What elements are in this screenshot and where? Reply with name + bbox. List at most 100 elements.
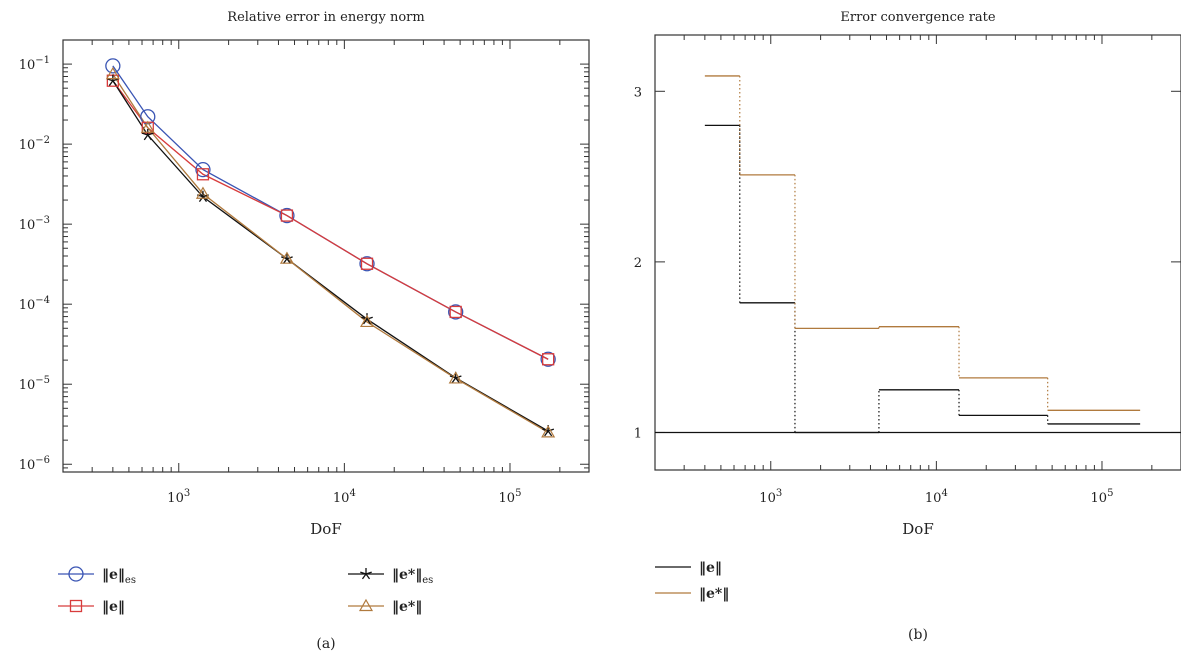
chart-a-x-tick-label: 105 <box>499 488 522 506</box>
chart-a-data-point-square <box>449 305 462 319</box>
chart-b-x-axis-label: DoF <box>902 520 933 538</box>
chart-b-title: Error convergence rate <box>840 10 996 25</box>
chart-a-data-point-circle <box>540 351 556 367</box>
chart-b-plot-area <box>654 34 1181 471</box>
chart-a-series-line-circle <box>112 65 549 360</box>
chart-b-x-tick-label-base: 10 <box>925 491 942 506</box>
chart-a-y-tick-label-base: 10 <box>19 298 36 313</box>
chart-a-y-tick-label-exp: −6 <box>35 455 50 466</box>
chart-a-data-point-triangle <box>541 425 556 438</box>
chart-a-data-point-star <box>542 425 555 437</box>
chart-a-y-tick-label-exp: −2 <box>35 135 50 146</box>
chart-b-caption: (b) <box>908 627 928 643</box>
chart-a-data-point-circle <box>279 207 295 224</box>
chart-a-data-point-star <box>197 190 209 202</box>
chart-a-data-point-triangle <box>279 251 294 264</box>
chart-a-x-tick-label-exp: 3 <box>184 488 190 499</box>
chart-a-data-point-triangle <box>195 186 210 199</box>
chart-a-data-point-square <box>280 209 294 222</box>
chart-b-x-tick-label-exp: 3 <box>776 488 782 499</box>
chart-a-y-tick-label-base: 10 <box>19 458 36 473</box>
chart-a-legend-item-triangle: ‖e*‖ <box>348 598 422 615</box>
chart-a-legend-label: ‖e‖ <box>102 599 125 615</box>
legend-label-main: ‖e*‖ <box>392 599 422 615</box>
legend-label-main: ‖e‖ <box>102 599 125 615</box>
chart-a-x-tick-label: 104 <box>333 488 356 506</box>
chart-a-data-point-triangle <box>448 371 463 384</box>
chart-a-x-axis-label: DoF <box>310 520 341 538</box>
chart-a-legend-swatch-marker <box>68 566 84 582</box>
chart-a-y-tick-label: 10−4 <box>19 295 50 313</box>
chart-a-plot-area <box>62 39 590 473</box>
chart-a-y-tick-label-base: 10 <box>19 58 36 73</box>
panel-a-relative-error: Relative error in energy norm 103 104 1051… <box>19 10 590 652</box>
legend-label-main: ‖e‖ <box>102 567 125 583</box>
chart-a-y-tick-label-exp: −5 <box>35 375 50 386</box>
chart-b-legend-label: ‖e‖ <box>699 560 722 576</box>
legend-label-main: ‖e*‖ <box>392 567 422 583</box>
chart-a-data-point-star <box>106 74 119 86</box>
chart-a-caption: (a) <box>316 636 335 652</box>
chart-b-x-tick-label: 103 <box>759 488 782 506</box>
chart-b-y-tick-label: 3 <box>634 85 642 100</box>
legend-label-sub: es <box>422 575 433 586</box>
chart-b-legend: ‖e‖ ‖e*‖ <box>655 560 729 602</box>
chart-b-legend-item-1: ‖e*‖ <box>655 586 729 602</box>
chart-b-y-tick-label: 1 <box>634 426 642 441</box>
chart-a-x-tick-label: 103 <box>167 488 190 506</box>
chart-a-data-point-square <box>541 353 555 366</box>
chart-a-data-point-triangle <box>105 66 120 80</box>
chart-a-x-tick-label-exp: 5 <box>515 488 521 499</box>
chart-a-y-tick-label-base: 10 <box>19 218 36 233</box>
chart-b-x-tick-label-base: 10 <box>759 491 776 506</box>
chart-b-legend-item-0: ‖e‖ <box>655 560 722 576</box>
chart-a-y-tick-label: 10−3 <box>19 215 50 233</box>
chart-a-data-point-square <box>196 168 210 181</box>
chart-a-title: Relative error in energy norm <box>227 10 424 25</box>
chart-a-data-point-circle <box>195 161 211 178</box>
chart-a-x-tick-label-exp: 4 <box>349 488 355 499</box>
chart-b-series-1 <box>704 75 1141 411</box>
chart-a-legend-swatch-marker <box>358 598 374 612</box>
chart-a-data-point-triangle <box>140 120 155 133</box>
chart-a-legend-label: ‖e‖es <box>102 567 136 586</box>
chart-a-data-point-circle <box>105 58 121 74</box>
chart-a-legend-swatch-marker <box>69 599 83 613</box>
chart-b-x-tick-label-exp: 5 <box>1107 488 1113 499</box>
chart-a-y-tick-label: 10−5 <box>19 375 50 393</box>
chart-b-series-0 <box>704 124 1141 434</box>
chart-a-y-tick-label: 10−1 <box>19 55 50 73</box>
chart-a-series-line-square <box>112 80 549 360</box>
chart-a-data-point-square <box>360 257 374 270</box>
chart-a-y-tick-label-exp: −3 <box>35 215 50 226</box>
chart-a-data-point-circle <box>448 304 464 320</box>
chart-b-x-tick-label: 105 <box>1091 488 1114 506</box>
chart-a-legend-item-circle: ‖e‖es <box>58 566 136 586</box>
chart-a-data-point-triangle <box>359 314 375 328</box>
chart-a-x-tick-label-base: 10 <box>499 491 516 506</box>
chart-b-y-tick-label: 2 <box>634 256 642 271</box>
chart-a-legend-item-square: ‖e‖ <box>58 599 125 615</box>
chart-a-legend-swatch-marker <box>360 568 372 580</box>
chart-a-x-tick-label-base: 10 <box>333 491 350 506</box>
chart-a-series-line-star <box>112 80 549 432</box>
chart-a-data-point-circle <box>359 256 375 272</box>
chart-a-y-tick-label-base: 10 <box>19 138 36 153</box>
chart-a-legend-label: ‖e*‖es <box>392 567 433 586</box>
legend-label-sub: es <box>125 575 136 586</box>
chart-b-x-tick-label-exp: 4 <box>941 488 947 499</box>
chart-a-y-tick-label-base: 10 <box>19 378 36 393</box>
chart-a-legend-label: ‖e*‖ <box>392 599 422 615</box>
chart-a-y-tick-label-exp: −1 <box>35 55 50 66</box>
chart-a-y-tick-label: 10−6 <box>19 455 50 473</box>
chart-a-data-point-circle <box>140 109 156 125</box>
chart-a-y-tick-label: 10−2 <box>19 135 50 153</box>
chart-a-x-tick-label-base: 10 <box>167 491 184 506</box>
chart-a-legend: ‖e‖es‖e‖‖e*‖es‖e*‖ <box>58 566 433 615</box>
chart-a-legend-item-star: ‖e*‖es <box>348 567 433 586</box>
chart-b-legend-label: ‖e*‖ <box>699 586 729 602</box>
chart-b-x-tick-label-base: 10 <box>1091 491 1108 506</box>
chart-b-x-tick-label: 104 <box>925 488 948 506</box>
chart-a-series-line-triangle <box>112 73 549 433</box>
